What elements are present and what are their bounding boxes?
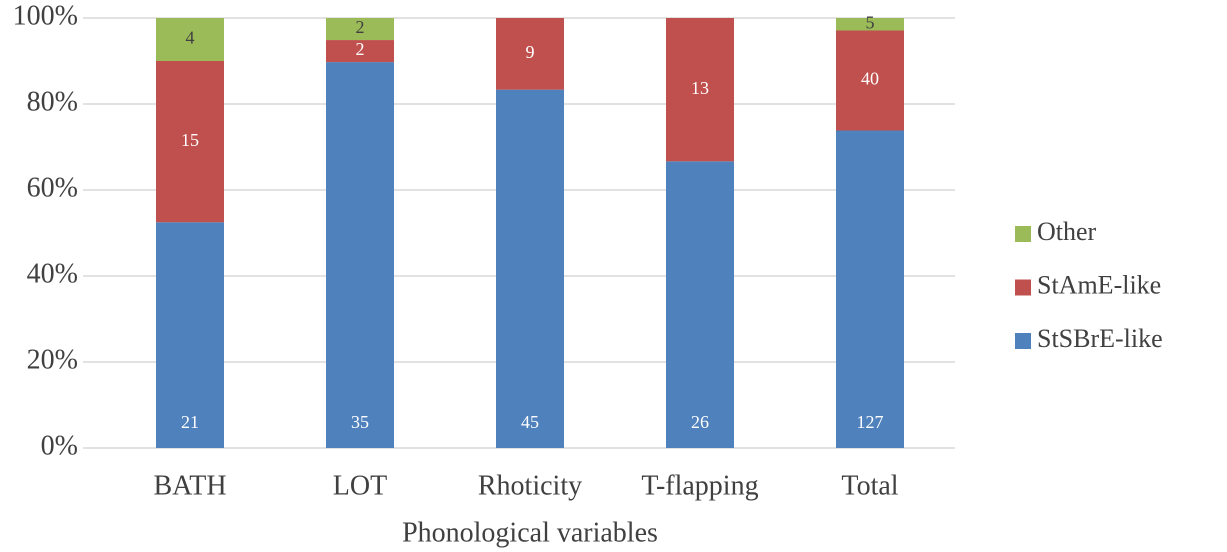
- legend-label: StSBrE-like: [1037, 324, 1163, 353]
- bar-segment: [326, 62, 394, 448]
- data-label: 127: [857, 412, 884, 432]
- legend-swatch: [1015, 279, 1031, 296]
- bar-segment: [836, 30, 904, 131]
- y-tick-label: 40%: [27, 258, 78, 289]
- data-label: 21: [181, 412, 199, 432]
- bar-segment: [666, 18, 734, 162]
- bar-segment: [496, 18, 564, 90]
- bar-segment: [836, 130, 904, 448]
- y-tick-label: 60%: [27, 172, 78, 203]
- y-tick-label: 20%: [27, 344, 78, 375]
- data-label: 13: [691, 78, 709, 98]
- legend-label: StAmE-like: [1037, 270, 1161, 299]
- x-tick-label: BATH: [153, 470, 226, 501]
- x-tick-label: Rhoticity: [478, 470, 582, 501]
- y-tick-label: 100%: [13, 0, 78, 31]
- data-label: 4: [186, 28, 195, 48]
- bar-segment: [326, 40, 394, 63]
- bar-segment: [496, 89, 564, 449]
- y-tick-label: 0%: [41, 430, 78, 461]
- x-tick-label: LOT: [333, 470, 387, 501]
- bar-segment: [836, 18, 904, 31]
- legend-label: Other: [1037, 217, 1097, 246]
- data-label: 9: [526, 42, 535, 62]
- data-label: 35: [351, 412, 369, 432]
- data-label: 2: [356, 17, 365, 37]
- y-tick-label: 80%: [27, 86, 78, 117]
- data-label: 5: [866, 12, 875, 32]
- legend-swatch: [1015, 226, 1031, 242]
- x-tick-label: T-flapping: [641, 470, 758, 501]
- data-label: 2: [356, 39, 365, 59]
- bar-segment: [666, 161, 734, 449]
- x-axis-title: Phonological variables: [402, 517, 658, 548]
- data-label: 26: [691, 412, 709, 432]
- bar-segment: [156, 18, 224, 61]
- legend-swatch: [1015, 333, 1031, 349]
- data-label: 40: [861, 69, 879, 89]
- x-tick-label: Total: [841, 470, 898, 501]
- data-label: 45: [521, 412, 539, 432]
- data-label: 15: [181, 130, 199, 150]
- bar-segment: [156, 61, 224, 223]
- bar-segment: [156, 222, 224, 448]
- bar-segment: [326, 18, 394, 41]
